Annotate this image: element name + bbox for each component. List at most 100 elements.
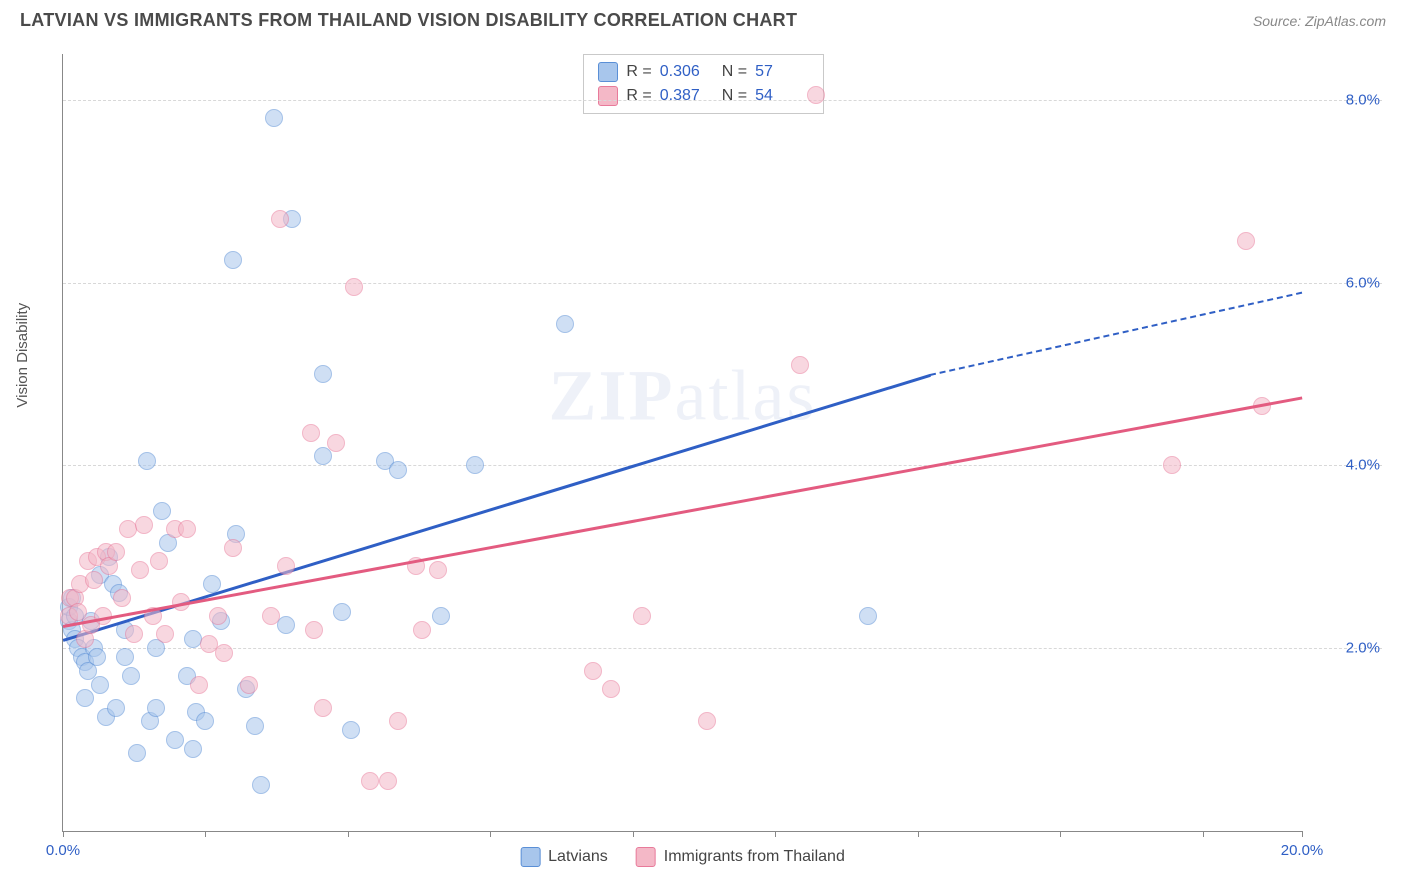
data-point (135, 516, 153, 534)
data-point (209, 607, 227, 625)
data-point (153, 502, 171, 520)
x-tick (205, 831, 206, 837)
y-axis-label: Vision Disability (14, 303, 31, 408)
category-legend-label: Latvians (548, 848, 608, 866)
chart-title: LATVIAN VS IMMIGRANTS FROM THAILAND VISI… (20, 10, 797, 31)
data-point (271, 210, 289, 228)
data-point (314, 365, 332, 383)
data-point (302, 424, 320, 442)
x-tick (1302, 831, 1303, 837)
data-point (584, 662, 602, 680)
x-tick-label: 20.0% (1281, 842, 1324, 859)
legend-swatch (636, 847, 656, 867)
data-point (113, 589, 131, 607)
y-tick-label: 6.0% (1346, 274, 1380, 291)
data-point (379, 772, 397, 790)
data-point (389, 461, 407, 479)
plot-area: ZIPatlas R =0.306N =57R =0.387N =54 Latv… (62, 54, 1302, 832)
data-point (224, 251, 242, 269)
data-point (327, 434, 345, 452)
data-point (345, 278, 363, 296)
data-point (429, 561, 447, 579)
chart-container: Vision Disability ZIPatlas R =0.306N =57… (38, 46, 1392, 874)
data-point (556, 315, 574, 333)
data-point (1237, 232, 1255, 250)
x-tick (918, 831, 919, 837)
y-tick-label: 4.0% (1346, 457, 1380, 474)
data-point (131, 561, 149, 579)
data-point (1163, 456, 1181, 474)
data-point (196, 712, 214, 730)
stat-r-value: 0.306 (660, 63, 714, 81)
x-tick (633, 831, 634, 837)
stat-n-label: N = (722, 63, 747, 81)
trend-line-extrapolated (930, 292, 1302, 376)
data-point (128, 744, 146, 762)
data-point (107, 543, 125, 561)
data-point (305, 621, 323, 639)
x-tick (348, 831, 349, 837)
legend-swatch (598, 86, 618, 106)
stat-r-label: R = (626, 87, 651, 105)
trend-line (63, 397, 1302, 628)
data-point (122, 667, 140, 685)
data-point (633, 607, 651, 625)
data-point (342, 721, 360, 739)
x-tick (775, 831, 776, 837)
data-point (791, 356, 809, 374)
data-point (602, 680, 620, 698)
x-tick (1203, 831, 1204, 837)
data-point (107, 699, 125, 717)
category-legend-item: Immigrants from Thailand (636, 847, 845, 867)
data-point (246, 717, 264, 735)
data-point (91, 676, 109, 694)
gridline (63, 465, 1382, 466)
data-point (432, 607, 450, 625)
data-point (147, 699, 165, 717)
data-point (116, 648, 134, 666)
data-point (859, 607, 877, 625)
data-point (314, 699, 332, 717)
data-point (184, 740, 202, 758)
category-legend: Latvians Immigrants from Thailand (520, 847, 845, 867)
legend-swatch (520, 847, 540, 867)
x-tick (490, 831, 491, 837)
legend-swatch (598, 62, 618, 82)
stats-legend-row: R = 0.387 N = 54 (598, 84, 809, 108)
data-point (389, 712, 407, 730)
data-point (138, 452, 156, 470)
data-point (277, 616, 295, 634)
x-tick (63, 831, 64, 837)
data-point (807, 86, 825, 104)
data-point (156, 625, 174, 643)
y-tick-label: 8.0% (1346, 91, 1380, 108)
data-point (333, 603, 351, 621)
data-point (178, 520, 196, 538)
y-tick-label: 2.0% (1346, 640, 1380, 657)
data-point (252, 776, 270, 794)
data-point (265, 109, 283, 127)
watermark-text: ZIPatlas (549, 354, 817, 437)
data-point (240, 676, 258, 694)
source-attribution: Source: ZipAtlas.com (1253, 13, 1386, 29)
data-point (190, 676, 208, 694)
data-point (698, 712, 716, 730)
data-point (76, 689, 94, 707)
stat-n-label: N = (722, 87, 747, 105)
data-point (215, 644, 233, 662)
gridline (63, 648, 1382, 649)
stat-r-value: 0.387 (660, 87, 714, 105)
gridline (63, 283, 1382, 284)
data-point (125, 625, 143, 643)
stat-n-value: 57 (755, 63, 809, 81)
stat-r-label: R = (626, 63, 651, 81)
x-tick-label: 0.0% (46, 842, 80, 859)
data-point (466, 456, 484, 474)
x-tick (1060, 831, 1061, 837)
stats-legend: R = 0.306 N = 57 R = 0.387 N = 54 (583, 54, 824, 114)
category-legend-item: Latvians (520, 847, 608, 867)
data-point (224, 539, 242, 557)
data-point (166, 731, 184, 749)
data-point (88, 648, 106, 666)
stat-n-value: 54 (755, 87, 809, 105)
